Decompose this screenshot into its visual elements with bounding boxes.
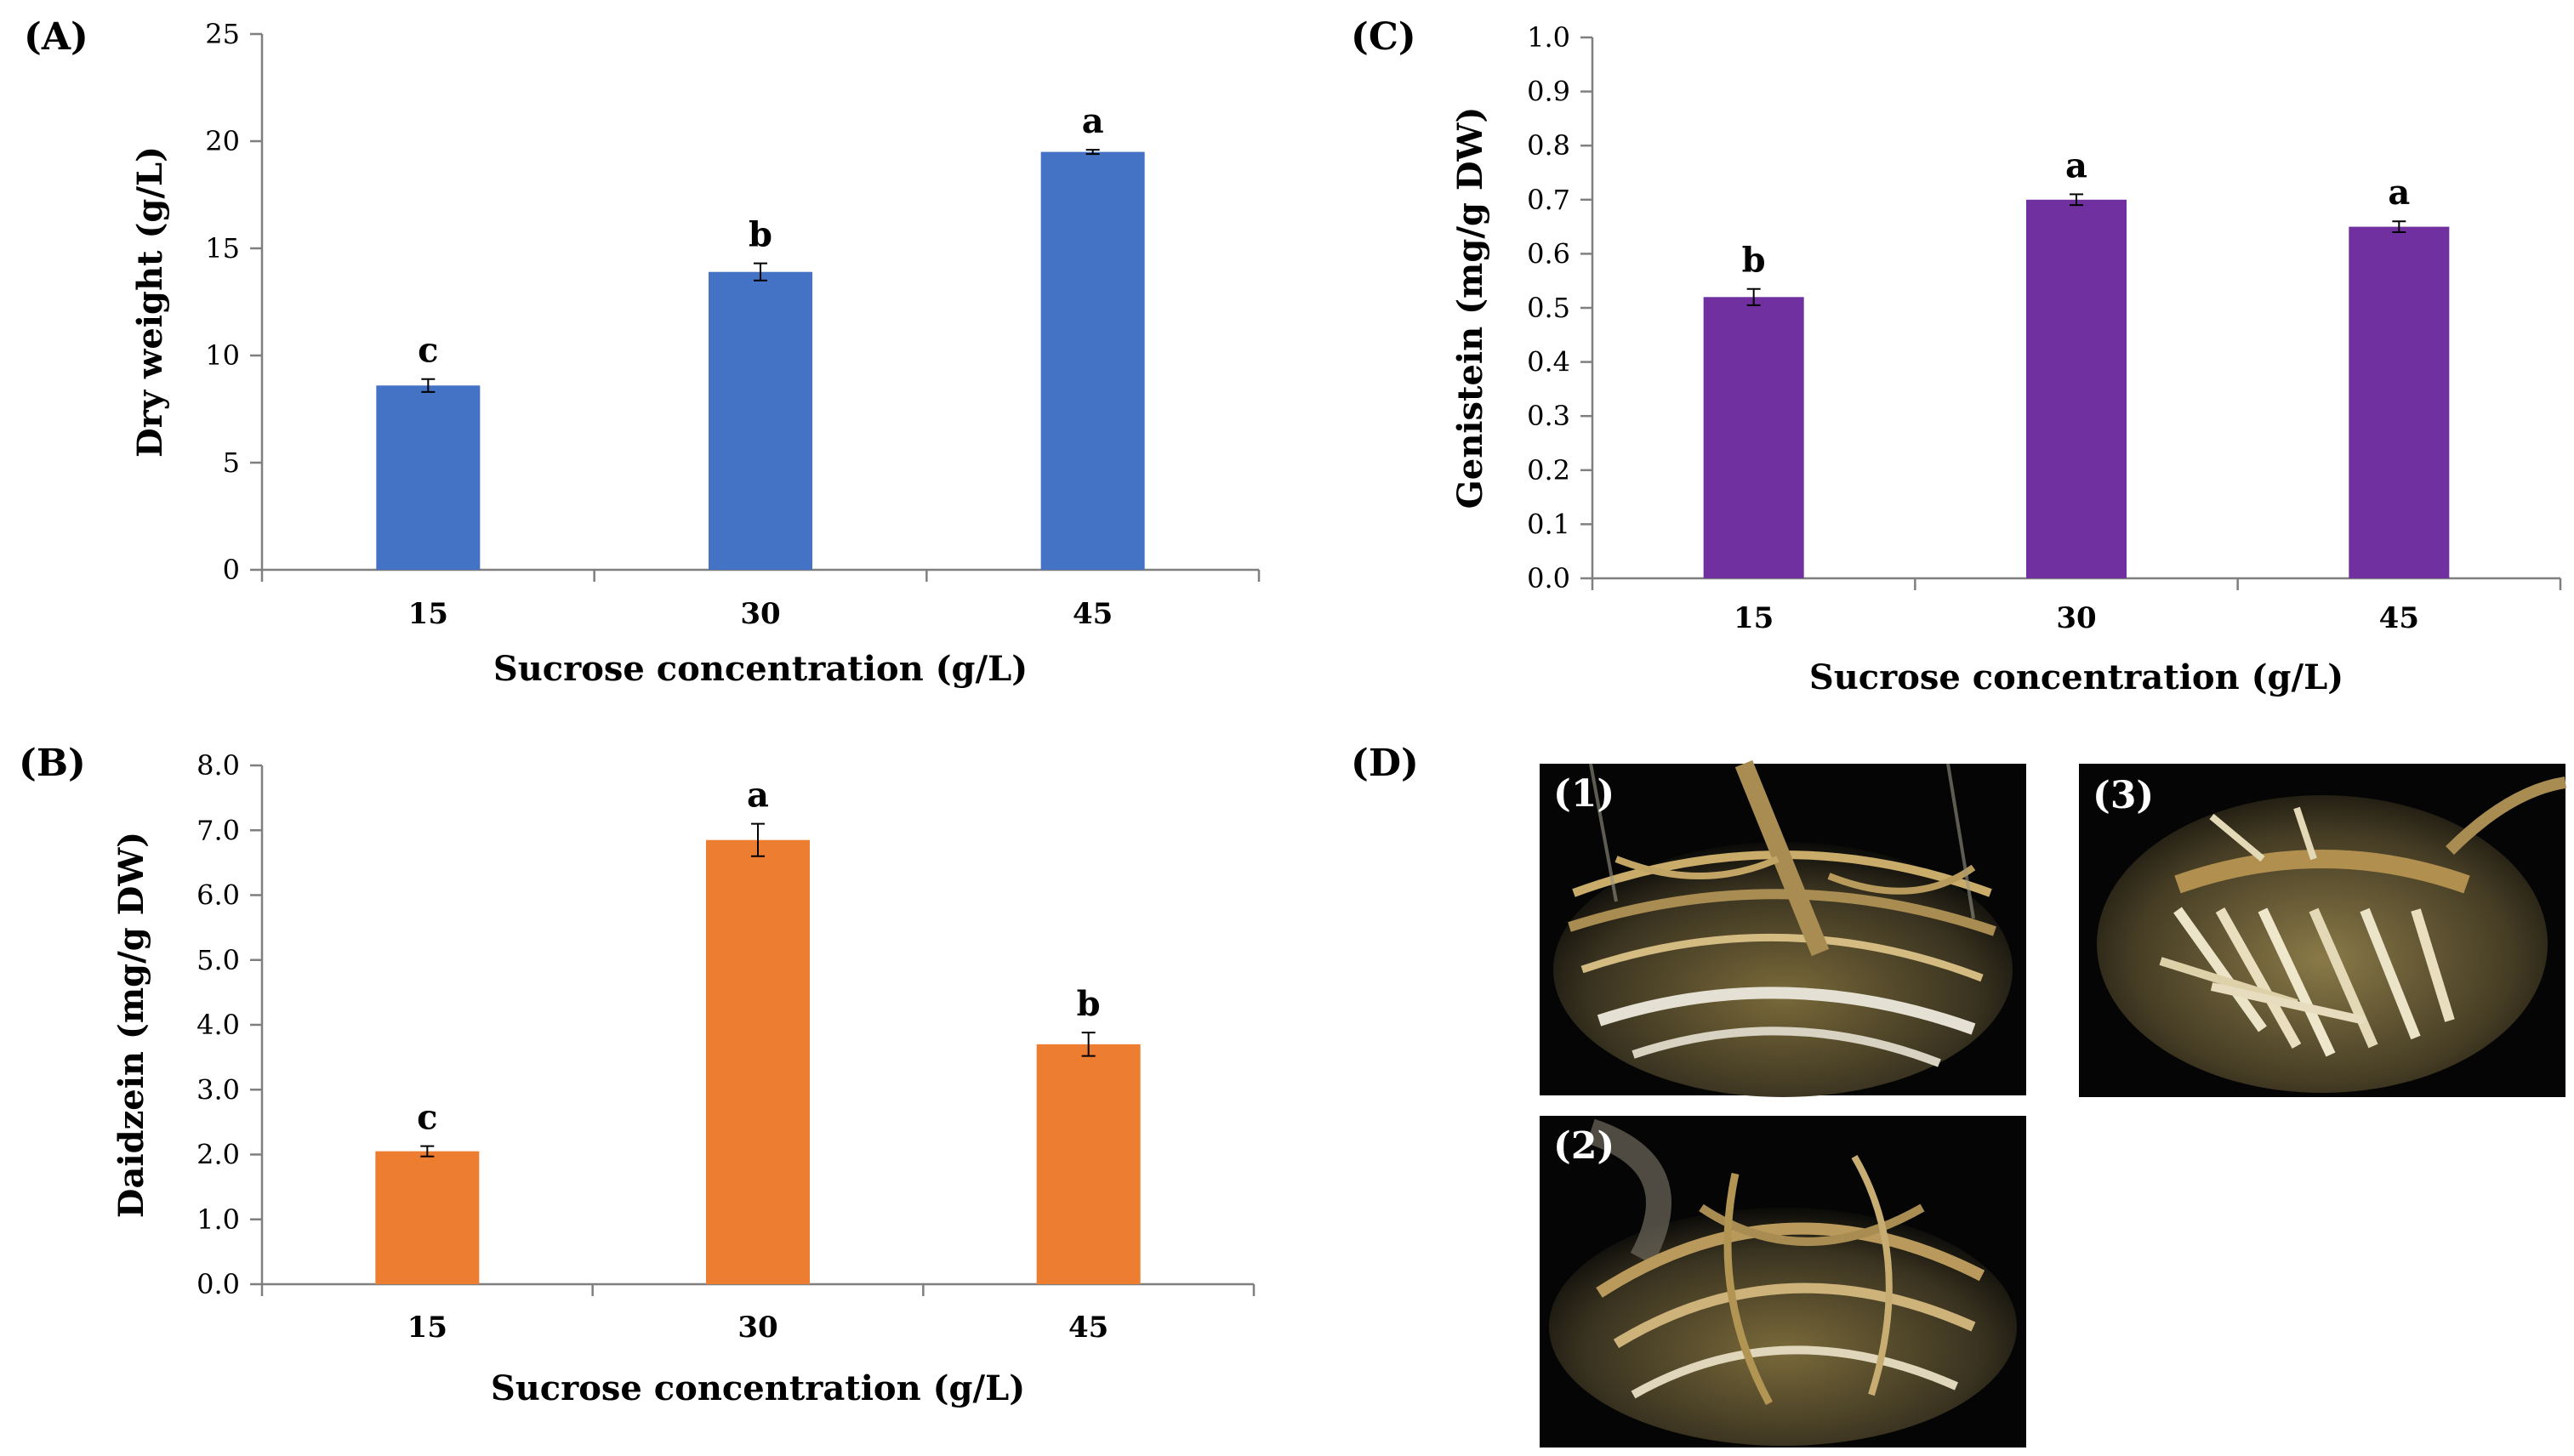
significance-c-45: a	[2388, 173, 2410, 213]
photo-1-label: (1)	[1553, 772, 1614, 816]
x-tick-label-b-30: 30	[737, 1311, 777, 1345]
chart-panel-b: (B) 0.0 1.0 2.0 3.0 4.0 5.0 6.0 7.0 8.0 c 15 a 30 b 45 S…	[19, 742, 1256, 1408]
x-tick-label-a-30: 30	[740, 597, 780, 631]
y-tick-label-b: 4.0	[196, 1009, 240, 1041]
photo-3-label: (3)	[2093, 774, 2154, 817]
y-tick-label-a: 0	[223, 554, 240, 586]
y-tick-label-c: 0.0	[1527, 562, 1570, 594]
x-tick-label-b-45: 45	[1068, 1311, 1108, 1345]
y-tick-label-b: 7.0	[196, 814, 240, 846]
significance-b-30: a	[747, 776, 769, 816]
bar-c-15	[1703, 297, 1804, 578]
bar-c-30	[2026, 199, 2127, 579]
y-tick-label-c: 0.6	[1527, 237, 1570, 270]
y-tick-label-b: 0.0	[196, 1268, 240, 1300]
y-axis-title-a: Dry weight (g/L)	[130, 146, 170, 458]
y-tick-label-c: 0.1	[1527, 508, 1570, 540]
panel-d: (D) (1) (2)	[1351, 742, 2567, 1447]
y-tick-label-c: 0.2	[1527, 454, 1570, 486]
y-tick-label-a: 15	[205, 232, 240, 264]
y-tick-label-b: 3.0	[196, 1073, 240, 1106]
y-tick-label-c: 0.4	[1527, 346, 1570, 378]
y-tick-label-c: 0.3	[1527, 400, 1570, 432]
panel-label-a: (A)	[24, 15, 88, 59]
y-tick-label-b: 5.0	[196, 944, 240, 976]
bar-a-15	[376, 385, 481, 570]
photo-1: (1)	[1540, 759, 2026, 1097]
significance-a-45: a	[1082, 101, 1104, 141]
bar-a-30	[709, 271, 812, 570]
bar-c-45	[2349, 226, 2450, 578]
photo-2: (2)	[1540, 1116, 2026, 1447]
bar-a-45	[1040, 151, 1145, 570]
x-axis-title-c: Sucrose concentration (g/L)	[1809, 657, 2343, 697]
y-tick-label-b: 6.0	[196, 879, 240, 912]
x-tick-label-c-15: 15	[1734, 601, 1774, 635]
bar-b-30	[706, 839, 810, 1284]
y-tick-label-c: 0.9	[1527, 76, 1570, 108]
x-tick-label-c-45: 45	[2379, 601, 2419, 635]
significance-a-30: b	[749, 215, 772, 255]
significance-a-15: c	[418, 331, 438, 371]
flask-liquid-2	[1549, 1208, 2017, 1446]
y-tick-label-a: 25	[205, 18, 240, 50]
x-tick-label-a-15: 15	[408, 597, 448, 631]
panel-label-c: (C)	[1351, 15, 1416, 59]
chart-panel-c: (C) 0.0 0.1 0.2 0.3 0.4 0.5 0.6 0.7 0.8 0.9 1.0 b 15 a…	[1351, 15, 2562, 697]
x-axis-title-a: Sucrose concentration (g/L)	[493, 649, 1028, 689]
photo-2-label: (2)	[1553, 1124, 1614, 1168]
chart-panel-a: (A) 0 5 10 15 20 25 c 15 b 30 a 45 Sucrose concentrat…	[24, 15, 1261, 689]
y-tick-label-a: 20	[205, 125, 240, 157]
significance-c-15: b	[1742, 241, 1766, 281]
y-tick-label-a: 5	[223, 446, 240, 479]
photo-3: (3)	[2079, 764, 2567, 1097]
significance-c-30: a	[2065, 145, 2087, 185]
y-tick-label-a: 10	[205, 339, 240, 372]
panel-label-b: (B)	[19, 742, 86, 785]
x-tick-label-a-45: 45	[1073, 597, 1113, 631]
y-tick-label-c: 0.5	[1527, 292, 1570, 324]
significance-b-15: c	[417, 1098, 437, 1138]
y-tick-label-b: 8.0	[196, 749, 240, 782]
y-tick-label-b: 2.0	[196, 1139, 240, 1171]
significance-b-45: b	[1077, 984, 1101, 1024]
y-tick-label-b: 1.0	[196, 1203, 240, 1236]
bar-b-15	[375, 1151, 480, 1284]
x-axis-title-b: Sucrose concentration (g/L)	[491, 1368, 1025, 1408]
y-tick-label-c: 1.0	[1527, 21, 1570, 54]
y-tick-label-c: 0.7	[1527, 184, 1570, 216]
panel-d-label: (D)	[1351, 742, 1419, 785]
x-tick-label-b-15: 15	[407, 1311, 447, 1345]
bar-b-45	[1036, 1044, 1141, 1284]
x-tick-label-c-30: 30	[2056, 601, 2096, 635]
y-tick-label-c: 0.8	[1527, 129, 1570, 162]
y-axis-title-c: Genistein (mg/g DW)	[1450, 107, 1490, 509]
y-axis-title-b: Daidzein (mg/g DW)	[111, 832, 151, 1218]
